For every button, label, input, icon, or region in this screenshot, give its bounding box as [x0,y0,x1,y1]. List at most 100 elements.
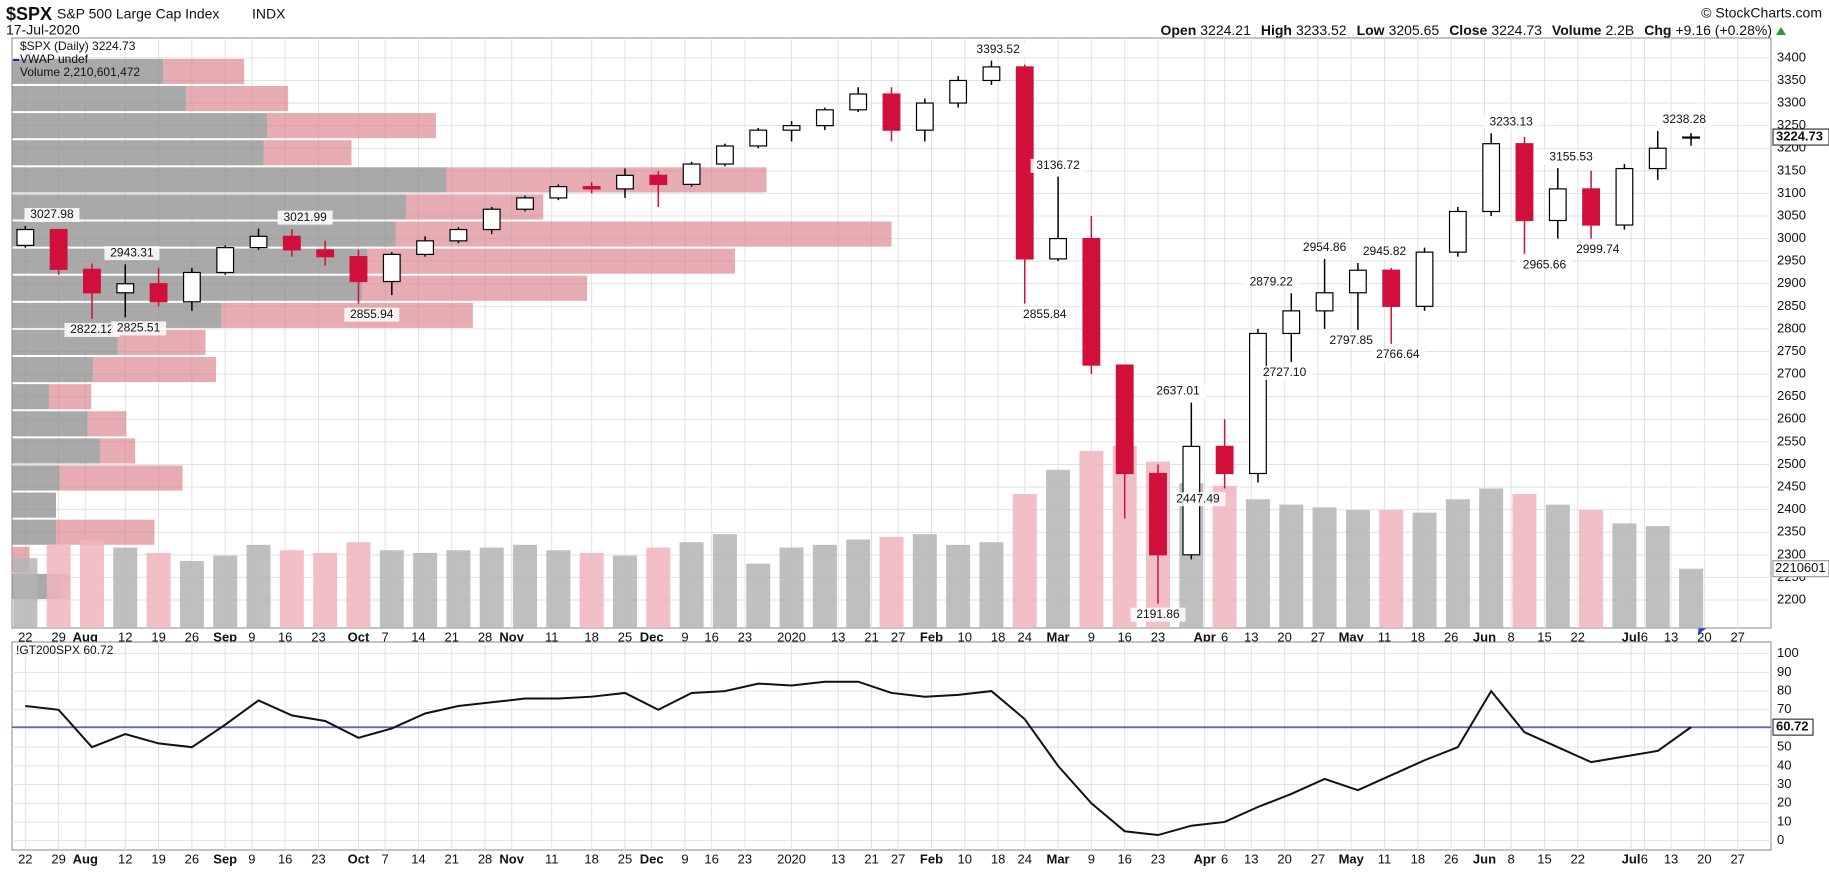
volume-by-price-down [12,465,60,491]
annotation-box [1483,115,1539,130]
x-tick-label: 13 [831,629,845,644]
volume-bar [1312,507,1337,628]
annotation-box [970,42,1026,57]
x-tick-label: Oct [348,851,370,866]
x-tick-label: 20 [1697,851,1711,866]
volume-by-price-up [267,113,436,139]
volume-bar [279,550,304,628]
candle-body [316,249,335,258]
x-tick-label: 12 [118,629,132,644]
y-tick-label: 3250 [1777,117,1806,132]
indicator-tag [1772,718,1814,736]
volume-bar [612,555,637,628]
x-tick-label: 2020 [777,851,806,866]
annotation-box [1130,607,1186,622]
x-tick-label: 18 [584,851,598,866]
up-arrow-icon [1776,27,1786,35]
last-price-tag [1772,128,1829,146]
x-tick-label: 18 [1411,851,1425,866]
x-tick-label: 22 [18,851,32,866]
candle-body [1282,310,1301,335]
indicator-tag-label: 60.72 [1776,719,1809,734]
y-tick-label: 3100 [1777,185,1806,200]
volume-bar [1645,526,1670,628]
y-tick-label: 2400 [1777,501,1806,516]
annotation-label: 2945.82 [1363,244,1407,258]
x-tick-label: 20 [1277,629,1291,644]
volume-bar [246,544,271,628]
candle-body [49,228,68,270]
y-tick-label: 3300 [1777,94,1806,109]
y-tick-label: 2800 [1777,320,1806,335]
annotation-box [1370,348,1426,363]
volume-bar [1479,488,1504,628]
x-tick-label: 7 [382,851,389,866]
candle-body [1448,210,1467,253]
candle-body [1582,188,1601,226]
x-tick-label: 27 [1730,629,1744,644]
x-tick-label: 11 [1378,851,1392,866]
volume-bar [1545,504,1570,628]
annotation-box [1323,333,1379,348]
volume-bar [479,547,504,628]
volume-bar [712,534,737,628]
x-tick-label: 16 [278,629,292,644]
volume-bar [1279,504,1304,628]
x-tick-label: Feb [920,851,943,866]
y-tick-label: 2550 [1777,433,1806,448]
annotation-box [1243,275,1299,290]
annotation-label: 2965.66 [1523,257,1567,271]
panel-frame [11,641,1772,851]
volume-bar [513,544,538,628]
candle-body [349,256,368,283]
x-tick-label: 11 [1378,629,1392,644]
x-tick-label: 9 [1088,851,1095,866]
annotation-box [1150,384,1206,399]
x-tick-label: 10 [958,851,972,866]
stat-label: Chg [1644,22,1671,38]
x-tick-label: Dec [640,851,664,866]
candle-body [382,253,401,283]
x-tick-label: 27 [1311,629,1325,644]
y-tick-label: 2200 [1777,591,1806,606]
x-tick-label: Aug [73,629,98,644]
x-tick-label: 22 [1571,629,1585,644]
candle-body [1315,292,1334,312]
volume-bar [579,552,604,628]
x-tick-label: 27 [1730,851,1744,866]
annotation-label: 3021.99 [283,210,327,224]
x-tick-label: Apr [1193,629,1215,644]
volume-by-price-down [12,85,187,112]
annotation-box [24,207,80,222]
y-tick-label: 3350 [1777,72,1806,87]
volume-bar [779,547,804,628]
annotation-label: 3155.53 [1549,149,1593,163]
y-tick-label: 3050 [1777,207,1806,222]
volume-by-price-up [48,384,92,410]
volume-by-price-down [12,113,268,139]
candle-body [1215,445,1234,475]
y-tick-label: 80 [1777,683,1791,698]
volume-by-price-down [12,357,93,383]
x-tick-label: 8 [1508,629,1515,644]
x-tick-label: 9 [681,851,688,866]
x-tick-label: 16 [704,629,718,644]
annotation-label: 2855.84 [1023,307,1067,321]
x-tick-label: 16 [1117,629,1131,644]
candle-body [116,283,135,294]
volume-by-price-down [12,58,164,84]
candle-body [1382,269,1401,307]
x-tick-label: Nov [499,851,524,866]
x-tick-label: 22 [1571,851,1585,866]
x-tick-label: 28 [478,629,492,644]
annotation-box [1257,365,1313,380]
annotation-label: 3238.28 [1663,112,1707,126]
exchange: INDX [252,6,286,22]
volume-bar [146,552,171,628]
volume-bar [1245,499,1270,628]
volume-bar [1112,445,1137,628]
stats: Open 3224.21 High 3233.52 Low 3205.65 Close 322… [1160,22,1772,38]
x-tick-label: 19 [151,629,165,644]
x-tick-label: May [1339,629,1365,644]
candle-body [1682,136,1700,139]
